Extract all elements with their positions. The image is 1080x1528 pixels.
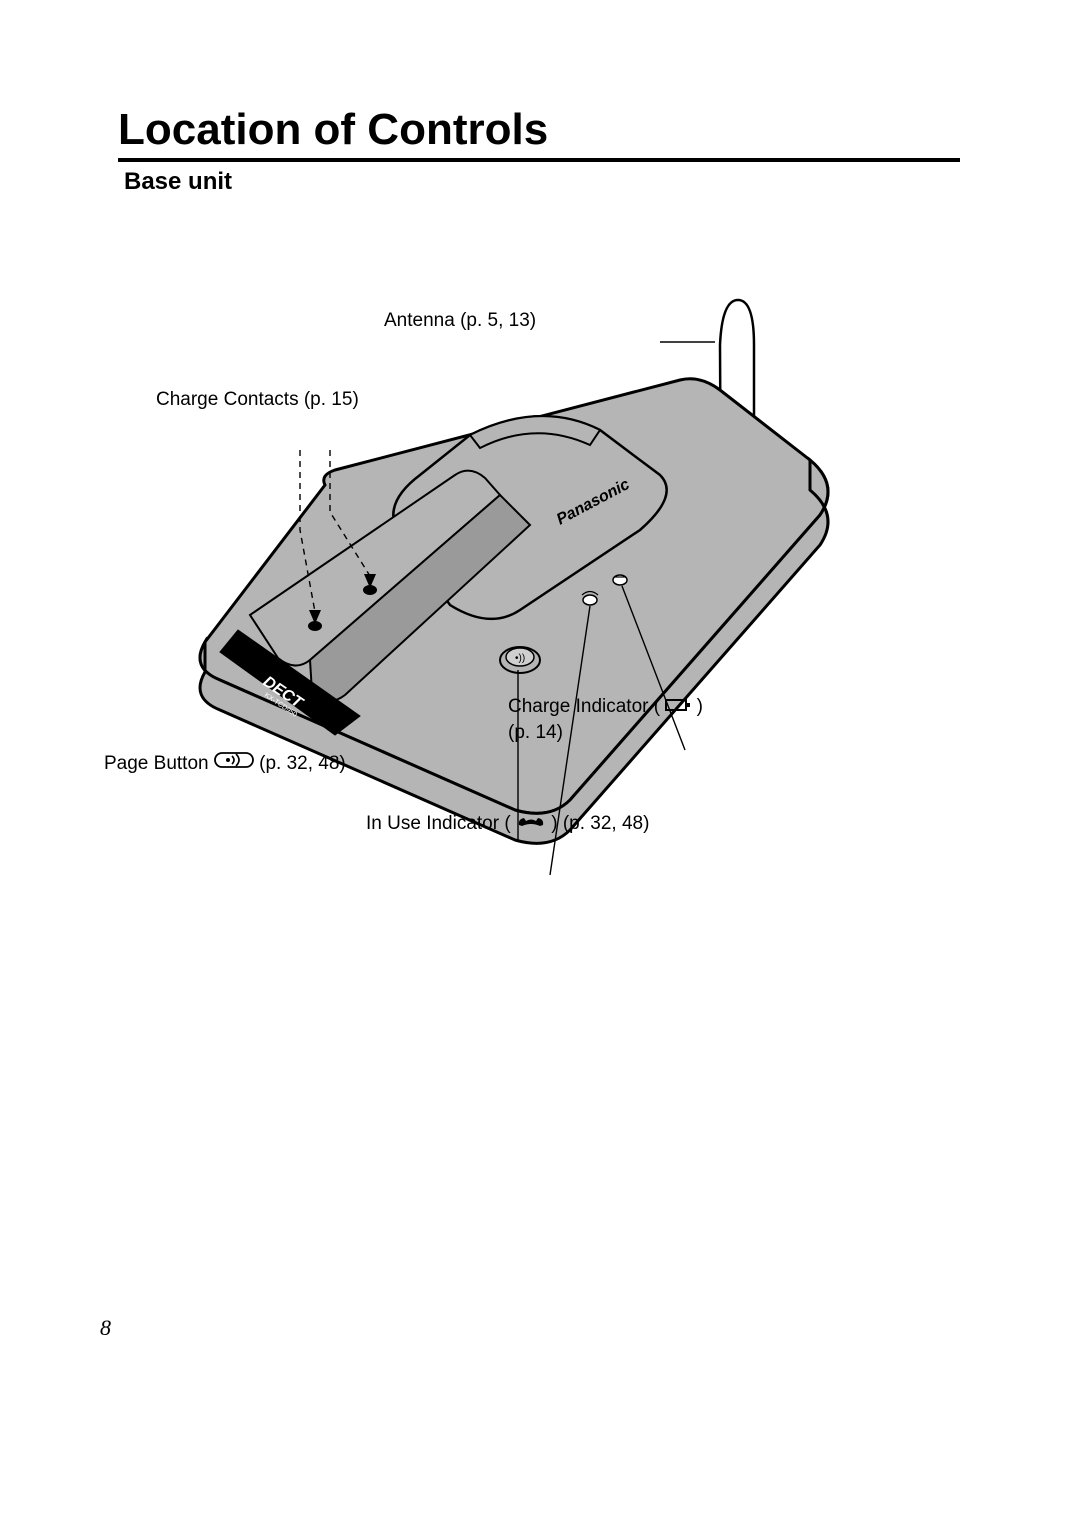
page-title: Location of Controls	[118, 105, 548, 155]
handset-icon	[516, 811, 546, 837]
battery-icon	[665, 694, 691, 720]
label-page-button: Page Button (p. 32, 48)	[104, 750, 346, 778]
section-subtitle: Base unit	[124, 168, 232, 196]
svg-text:•)): •))	[515, 653, 525, 664]
base-unit-diagram: Panasonic DECT KX-TCD950 •))	[120, 280, 960, 940]
label-charge-indicator: Charge Indicator ( ) (p. 14)	[508, 694, 703, 745]
page-number: 8	[100, 1315, 111, 1341]
label-charge-contacts: Charge Contacts (p. 15)	[156, 387, 359, 413]
manual-page: Location of Controls Base unit Panasonic…	[0, 0, 1080, 1528]
label-antenna: Antenna (p. 5, 13)	[384, 308, 536, 334]
label-in-use-indicator: In Use Indicator ( ) (p. 32, 48)	[366, 811, 649, 837]
title-rule	[118, 158, 960, 162]
page-button-icon	[214, 750, 254, 778]
